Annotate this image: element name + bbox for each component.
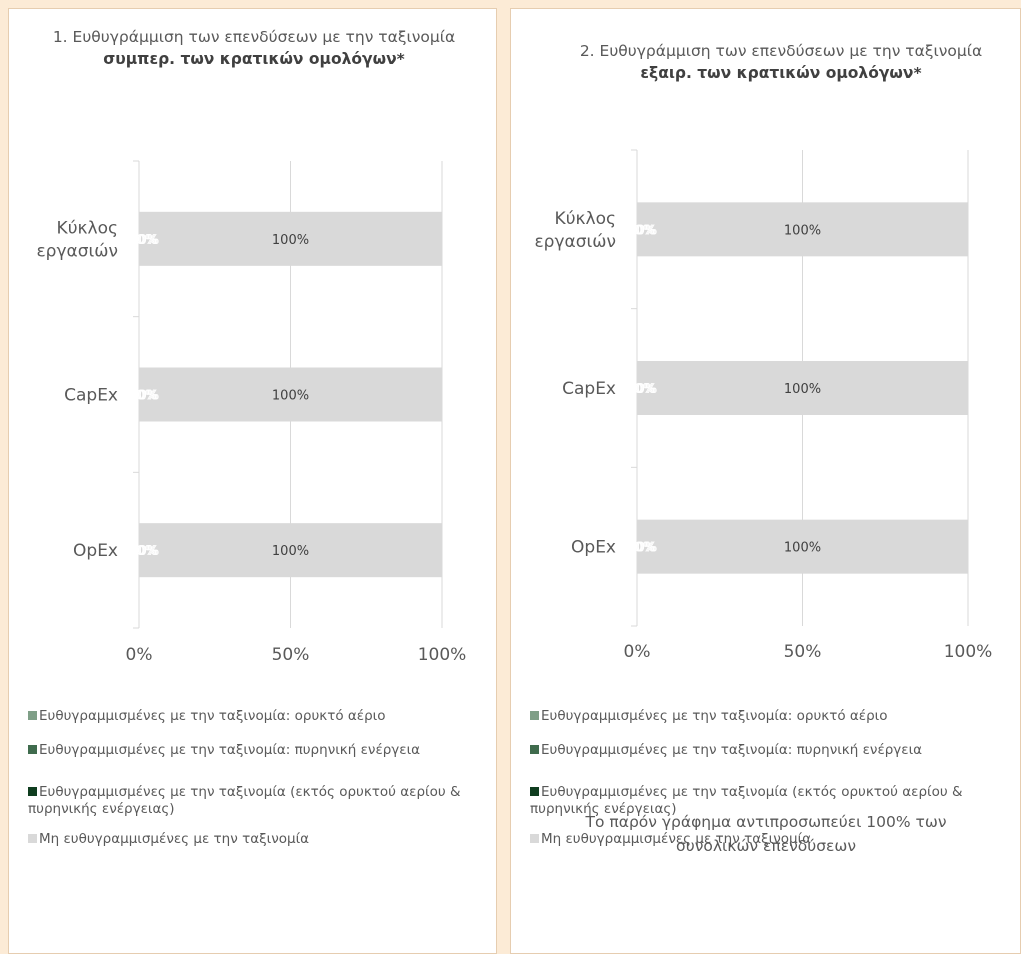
legend-swatch: [530, 834, 539, 843]
data-label: 0%: [139, 233, 160, 248]
data-label: 0%: [637, 382, 658, 397]
legend-swatch: [530, 745, 539, 754]
x-tick-label: 100%: [418, 645, 467, 665]
x-tick-label: 50%: [784, 642, 822, 662]
data-label: 100%: [272, 233, 309, 248]
data-label: 0%: [637, 223, 658, 238]
category-label: εργασιών: [534, 232, 616, 252]
category-label: CapEx: [562, 379, 616, 399]
data-label: 0%: [136, 544, 157, 559]
category-label: Κύκλος: [57, 218, 118, 238]
legend-swatch: [28, 787, 37, 796]
legend-item: Ευθυγραμμισμένες με την ταξινομία: πυρην…: [530, 742, 922, 759]
data-label: 0%: [137, 544, 158, 559]
data-label: 0%: [635, 382, 656, 397]
data-label: 0%: [139, 544, 160, 559]
data-label: 0%: [634, 541, 655, 556]
legend-label: Ευθυγραμμισμένες με την ταξινομία (εκτός…: [530, 784, 963, 817]
legend-label: Ευθυγραμμισμένες με την ταξινομία (εκτός…: [28, 784, 461, 817]
data-label: 0%: [136, 233, 157, 248]
legend-label: Μη ευθυγραμμισμένες με την ταξινομία: [541, 831, 812, 847]
data-label: 0%: [137, 233, 158, 248]
legend-label: Ευθυγραμμισμένες με την ταξινομία: ορυκτ…: [39, 708, 386, 724]
data-label: 100%: [784, 382, 821, 397]
data-label: 100%: [272, 389, 309, 404]
legend-item: Μη ευθυγραμμισμένες με την ταξινομία: [530, 831, 811, 848]
category-label: Κύκλος: [555, 209, 616, 229]
legend-item: Ευθυγραμμισμένες με την ταξινομία: ορυκτ…: [530, 708, 888, 725]
legend-label: Ευθυγραμμισμένες με την ταξινομία: ορυκτ…: [541, 708, 888, 724]
legend-label: Ευθυγραμμισμένες με την ταξινομία: πυρην…: [541, 742, 923, 758]
data-label: 0%: [635, 541, 656, 556]
chart-1-title-bold: συμπερ. των κρατικών ομολόγων*: [103, 50, 405, 68]
data-label: 100%: [272, 544, 309, 559]
legend-swatch: [530, 787, 539, 796]
chart-2-note: Το παρόν γράφημα αντιπροσωπεύει 100% των…: [585, 813, 947, 855]
bar-segment: [637, 361, 968, 415]
x-tick-label: 0%: [126, 645, 153, 665]
legend-swatch: [28, 745, 37, 754]
category-label: OpEx: [73, 541, 118, 561]
legend-item: Ευθυγραμμισμένες με την ταξινομία: ορυκτ…: [28, 708, 386, 725]
legend-item: Ευθυγραμμισμένες με την ταξινομία (εκτός…: [530, 784, 980, 818]
data-label: 0%: [136, 389, 157, 404]
legend-swatch: [28, 834, 37, 843]
chart-1-title-text: 1. Ευθυγράμμιση των επενδύσεων με την τα…: [52, 28, 456, 46]
bar-segment: [139, 523, 442, 578]
legend-item: Ευθυγραμμισμένες με την ταξινομία (εκτός…: [28, 784, 468, 818]
data-label: 100%: [784, 541, 821, 556]
x-tick-label: 50%: [272, 645, 310, 665]
legend-swatch: [530, 711, 539, 720]
legend-label: Ευθυγραμμισμένες με την ταξινομία: πυρην…: [39, 742, 421, 758]
legend-label: Μη ευθυγραμμισμένες με την ταξινομία: [39, 831, 310, 847]
data-label: 0%: [637, 541, 658, 556]
bar-segment: [139, 367, 442, 422]
bar-segment: [637, 202, 968, 257]
x-tick-label: 100%: [944, 642, 993, 662]
chart-2-title-bold: εξαιρ. των κρατικών ομολόγων*: [640, 64, 922, 82]
category-label: CapEx: [64, 386, 118, 406]
legend-swatch: [28, 711, 37, 720]
chart-1-title: 1. Ευθυγράμμιση των επενδύσεων με την τα…: [49, 26, 459, 70]
data-label: 0%: [137, 389, 158, 404]
data-label: 0%: [635, 223, 656, 238]
x-tick-label: 0%: [624, 642, 651, 662]
chart-2-title-text: 2. Ευθυγράμμιση των επενδύσεων με την τα…: [579, 42, 983, 60]
data-label: 100%: [784, 223, 821, 238]
legend-item: Μη ευθυγραμμισμένες με την ταξινομία: [28, 831, 309, 848]
chart-panel-2: 2. Ευθυγράμμιση των επενδύσεων με την τα…: [510, 8, 1021, 954]
data-label: 0%: [139, 389, 160, 404]
bar-segment: [637, 519, 968, 574]
bar-segment: [139, 211, 442, 266]
category-label: εργασιών: [36, 241, 118, 261]
data-label: 0%: [634, 382, 655, 397]
chart-2-title: 2. Ευθυγράμμιση των επενδύσεων με την τα…: [561, 40, 1001, 84]
legend-item: Ευθυγραμμισμένες με την ταξινομία: πυρην…: [28, 742, 420, 759]
chart-panel-1: 1. Ευθυγράμμιση των επενδύσεων με την τα…: [8, 8, 497, 954]
data-label: 0%: [634, 223, 655, 238]
category-label: OpEx: [571, 538, 616, 558]
